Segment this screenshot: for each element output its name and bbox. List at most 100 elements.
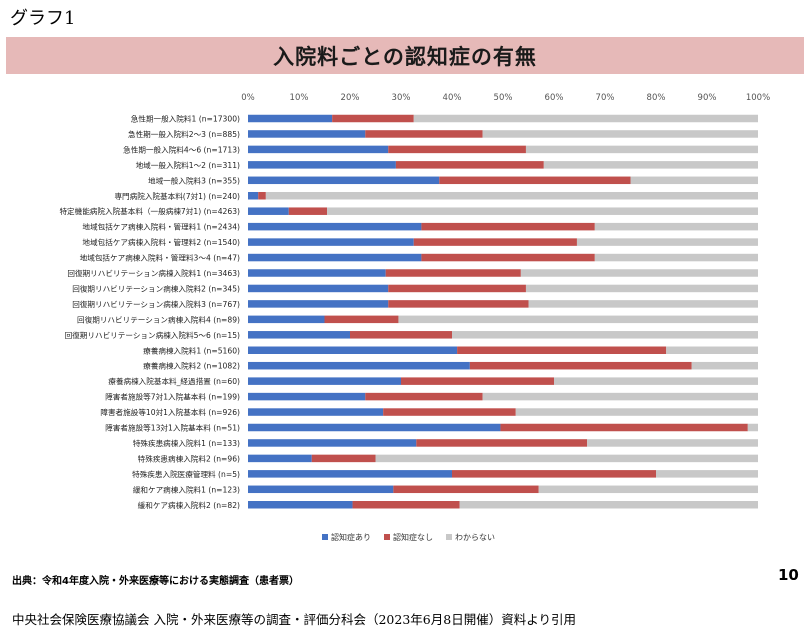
category-label: 療養病棟入院基本料_経過措置 (n=60) — [108, 376, 240, 386]
bar-segment — [393, 485, 539, 494]
bar-segment — [520, 269, 758, 277]
figure-label: グラフ1 — [10, 8, 76, 29]
bar-segment — [543, 161, 758, 169]
bar-segment — [383, 408, 516, 416]
category-label: 障害者施設等7対1入院基本料 (n=199) — [105, 392, 240, 402]
bar-segment — [352, 501, 460, 509]
bar-segment — [594, 222, 758, 231]
bar-segment — [587, 439, 758, 447]
bar-segment — [248, 470, 452, 478]
bar-segment — [248, 114, 333, 123]
x-tick-label: 40% — [443, 93, 462, 103]
legend-label: 認知症なし — [393, 532, 433, 542]
legend-label: 認知症あり — [331, 532, 371, 542]
legend-swatch — [446, 534, 452, 540]
category-label: 地域包括ケア病棟入院料・管理料3～4 (n=47) — [80, 253, 240, 263]
x-tick-label: 20% — [341, 93, 360, 103]
bar-segment — [248, 130, 366, 138]
bar-segment — [248, 331, 350, 339]
legend-label: わからない — [455, 533, 495, 542]
x-tick-label: 60% — [545, 93, 564, 103]
bar-segment — [248, 439, 417, 447]
bar-segment — [459, 501, 758, 509]
category-label: 特定機能病院入院基本料（一般病棟7対1) (n=4263) — [59, 206, 240, 216]
chart-title-band: 入院料ごとの認知症の有無 — [6, 37, 804, 74]
category-label: 地域一般入院料3 (n=355) — [148, 175, 240, 185]
bar-segment — [482, 392, 758, 401]
legend-swatch — [322, 534, 328, 540]
category-label: 急性期一般入院料4～6 (n=1713) — [123, 144, 240, 154]
category-label: 特殊疾患病棟入院料1 (n=133) — [133, 438, 240, 448]
bar-segment — [311, 454, 376, 463]
bar-segment — [248, 176, 440, 185]
stacked-bar-chart: 0% 10% 20% 30% 40% 50% 60% 70% 80% 90% 100% 急性期一般入院… — [59, 93, 770, 542]
bar-segment — [528, 300, 758, 308]
x-tick-label: 70% — [596, 93, 615, 103]
bar-segment — [398, 315, 758, 324]
category-label: 回復期リハビリテーション病棟入院料5～6 (n=15) — [65, 330, 240, 340]
bar-segment — [388, 145, 526, 154]
bar-segment — [248, 284, 389, 293]
bar-segment — [515, 408, 758, 416]
bar-segment — [630, 176, 758, 185]
category-label: 特殊疾患入院医療管理料 (n=5) — [132, 469, 240, 479]
bar-segment — [248, 300, 389, 308]
bar-segment — [594, 253, 758, 262]
bar-segment — [538, 485, 758, 494]
bar-segment — [248, 485, 394, 494]
bar-segment — [469, 361, 692, 370]
bar-segment — [350, 331, 452, 339]
bar-segment — [248, 408, 384, 416]
bar-segment — [666, 346, 758, 354]
x-tick-label: 30% — [392, 93, 411, 103]
bar-segment — [288, 207, 328, 215]
bar-segment — [248, 346, 458, 354]
bar-segment — [747, 423, 758, 432]
bar-segment — [395, 161, 544, 169]
category-label: 回復期リハビリテーション病棟入院料2 (n=345) — [72, 283, 240, 293]
legend-swatch — [384, 534, 390, 540]
bar-segment — [248, 192, 259, 200]
bar-segment — [388, 284, 526, 293]
category-label: 緩和ケア病棟入院料1 (n=123) — [133, 484, 240, 494]
bar-segment — [452, 331, 758, 339]
bar-segment — [248, 269, 386, 277]
category-label: 地域包括ケア病棟入院料・管理料2 (n=1540) — [82, 237, 240, 247]
category-label: 緩和ケア病棟入院料2 (n=82) — [138, 500, 240, 510]
category-label: 特殊疾患病棟入院料2 (n=96) — [138, 453, 240, 463]
x-tick-label: 100% — [746, 93, 770, 103]
bar-segment — [525, 284, 758, 293]
x-tick-label: 10% — [290, 93, 309, 103]
bar-segment — [413, 114, 758, 123]
category-label: 地域包括ケア病棟入院料・管理料1 (n=2434) — [82, 222, 240, 232]
category-label: 回復期リハビリテーション病棟入院料3 (n=767) — [72, 299, 240, 309]
category-label: 急性期一般入院料2～3 (n=885) — [128, 129, 240, 139]
bar-segment — [248, 454, 312, 463]
bar-segment — [452, 470, 656, 478]
bar-segment — [385, 269, 521, 277]
bar-segment — [265, 192, 758, 200]
bar-segment — [482, 130, 758, 138]
x-tick-label: 50% — [494, 93, 513, 103]
bar-segment — [691, 361, 758, 370]
category-label: 療養病棟入院料1 (n=5160) — [143, 345, 240, 355]
bar-segment — [248, 207, 289, 215]
bar-segment — [248, 361, 470, 370]
category-label: 急性期一般入院料1 (n=17300) — [131, 114, 240, 124]
bar-segment — [324, 315, 399, 324]
category-label: 療養病棟入院料2 (n=1082) — [143, 361, 240, 371]
bar-segment — [327, 207, 758, 215]
bar-segment — [375, 454, 758, 463]
bar-segment — [576, 238, 758, 246]
x-tick-label: 80% — [647, 93, 666, 103]
x-tick-label: 0% — [241, 93, 255, 103]
bar-segment — [439, 176, 631, 185]
bar-segment — [258, 192, 266, 200]
chart-title: 入院料ごとの認知症の有無 — [273, 44, 537, 69]
category-label: 地域一般入院料1～2 (n=311) — [136, 160, 240, 170]
bar-segment — [248, 392, 366, 401]
category-label: 回復期リハビリテーション病棟入院料1 (n=3463) — [67, 268, 240, 278]
bar-segment — [525, 145, 758, 154]
bar-segment — [248, 238, 414, 246]
category-label: 障害者施設等10対1入院基本料 (n=926) — [100, 407, 240, 417]
